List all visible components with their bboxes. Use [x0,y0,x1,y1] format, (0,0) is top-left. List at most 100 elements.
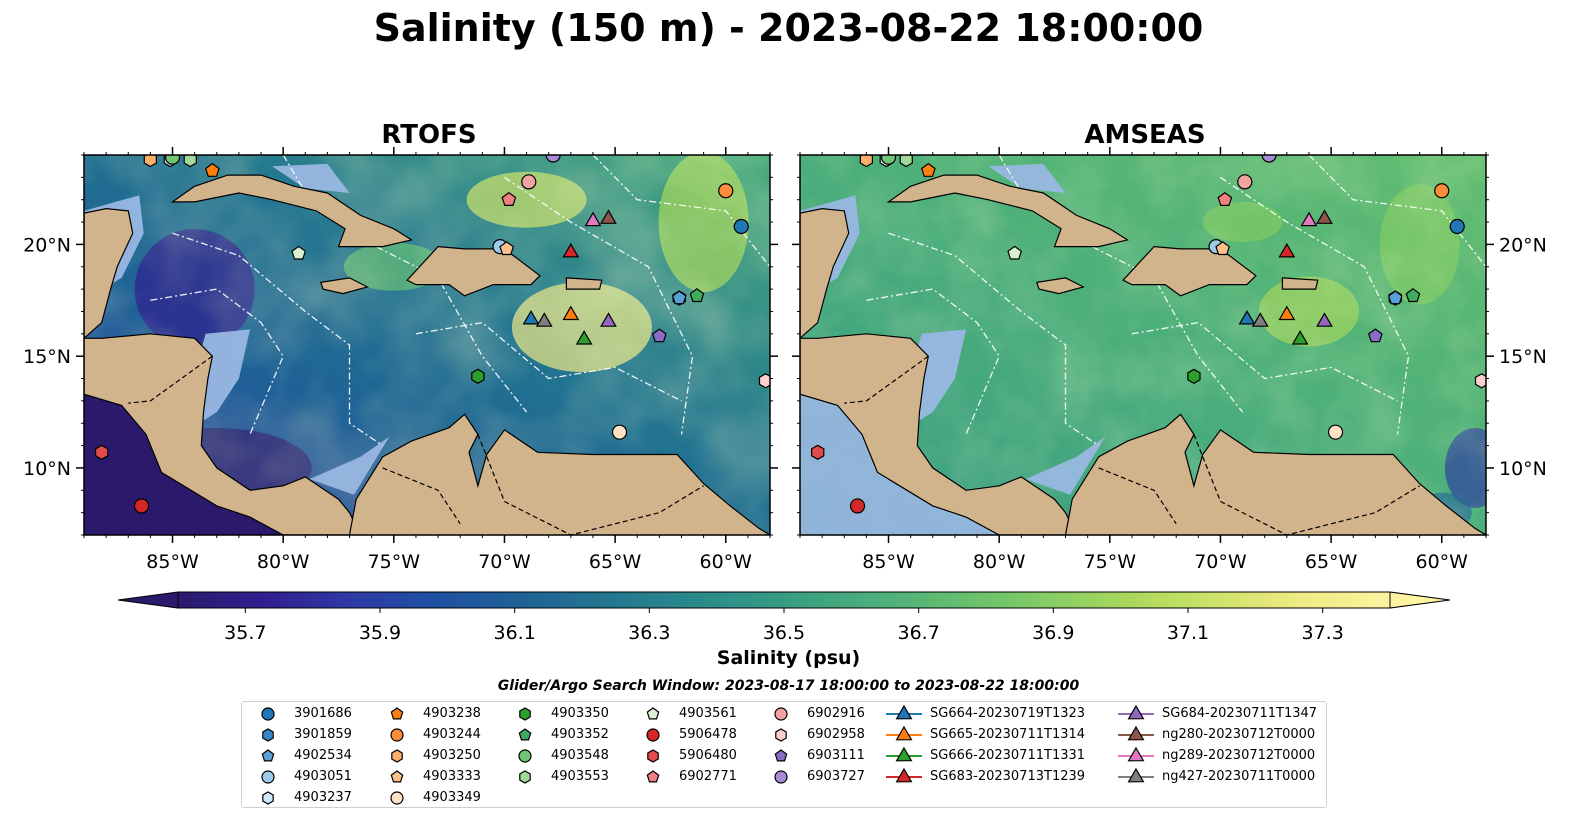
obs-marker-6902958 [1474,373,1486,389]
lon-tick-label: 80°W [257,551,310,573]
legend-triangle-icon [895,704,913,720]
land-hispaniola [406,245,541,297]
lat-tick-label: 20°N [1499,234,1547,256]
land-jamaica [1036,277,1085,295]
legend-label: 5906480 [679,748,737,763]
legend-hexagon-icon [647,749,659,763]
legend-marker-icon [1118,746,1154,762]
obs-marker-4903349 [611,424,628,440]
legend-marker-icon [391,749,403,763]
legend-marker-icon [646,707,660,720]
land-jamaica [320,277,369,295]
legend-label: 4903244 [423,727,481,742]
legend-hexagon-icon [519,707,531,721]
obs-marker-4903333 [499,241,515,256]
obs-marker-4903352 [689,288,705,303]
legend-label: 6902958 [807,727,865,742]
land-puerto-rico [565,277,603,290]
obs-marker-SG665-20230711T1314 [1278,305,1296,321]
legend-label: SG665-20230711T1314 [930,727,1086,742]
lon-tick-label: 80°W [973,551,1026,573]
legend-circle-icon [774,707,788,721]
legend-pentagon-icon [646,770,660,783]
land-south-america [348,413,770,535]
legend-label: SG664-20230719T1323 [930,706,1086,721]
legend-label: 6903727 [807,769,865,784]
obs-marker-6902771 [1217,191,1233,206]
legend-marker-icon [774,707,788,721]
map-panel-rtofs: 85°W 80°W 75°W 70°W 65°W 60°W 20°N 15°N 10°N [23,147,778,573]
colorbar-tick-label: 35.7 [224,622,266,644]
legend-marker-icon [518,749,532,763]
obs-marker-4903244 [718,183,734,199]
lon-tick-label: 70°W [478,551,531,573]
obs-marker-6902916 [521,174,537,190]
obs-marker-ng280-20230712T0000 [600,209,617,224]
legend-triangle-icon [895,746,913,762]
lon-tick-label: 75°W [368,551,421,573]
land-central-america [800,333,1078,535]
obs-marker-5906480 [810,444,825,460]
obs-marker-4902534 [1387,290,1403,305]
legend-marker-icon [886,767,922,783]
legend-marker-icon [390,791,404,805]
obs-marker-4903238 [920,162,936,177]
legend-pentagon-icon [518,728,532,741]
legend-hexagon-icon [262,728,274,742]
obs-marker-ng289-20230712T0000 [1300,211,1318,227]
legend-marker-icon [261,770,275,784]
legend-circle-icon [261,770,275,784]
legend-marker-icon [775,728,787,742]
obs-marker-4903553 [899,155,913,168]
obs-marker-5906480 [94,444,109,460]
obs-marker-SG665-20230711T1314 [562,305,580,321]
lon-tick-label: 60°W [700,551,753,573]
lon-tick-label: 60°W [1416,551,1469,573]
legend-marker-icon [774,749,788,762]
lon-tick-label: 85°W [146,551,199,573]
obs-marker-ng427-20230711T0000 [535,312,553,327]
legend-marker-icon [390,770,404,783]
legend-label: 4903352 [551,727,609,742]
legend-marker-icon [1118,704,1154,720]
legend-label: 6903111 [807,748,865,763]
obs-marker-4903352 [1405,288,1421,303]
legend-label: 4903250 [423,748,481,763]
legend-marker-icon [261,749,275,762]
legend-triangle-icon [895,725,913,741]
legend-marker-icon [1118,725,1154,741]
legend-label: 5906478 [679,727,737,742]
legend-marker-icon [886,725,922,741]
obs-marker-6903727 [545,155,561,163]
lon-tick-label: 85°W [862,551,915,573]
lat-tick-label: 10°N [1499,458,1547,480]
colorbar-tick-label: 36.1 [494,622,536,644]
colorbar-extend-max [1389,591,1451,609]
land-yucatan [800,207,850,340]
legend-pentagon-icon [774,749,788,762]
lon-tick-label: 65°W [589,551,642,573]
legend-circle-icon [518,749,532,763]
legend-label: 4903561 [679,706,737,721]
obs-marker-6902958 [758,373,770,389]
obs-marker-5906478 [849,498,866,514]
obs-marker-6902771 [501,191,517,206]
legend-marker-icon [262,791,274,805]
legend-marker-icon [519,770,531,784]
legend-circle-icon [646,728,660,742]
obs-marker-4903333 [1215,241,1231,256]
obs-marker-4903350 [471,368,485,384]
legend-label: SG684-20230711T1347 [1162,706,1318,721]
legend-triangle-icon [1127,767,1145,783]
legend-marker-icon [774,770,788,784]
lat-tick-label: 15°N [1499,346,1547,368]
legend-label: 4903350 [551,706,609,721]
legend-marker-icon [518,728,532,741]
obs-marker-4903250 [859,155,874,168]
colorbar-tick-label: 37.3 [1302,622,1344,644]
land-florida [238,155,253,156]
legend-hexagon-icon [775,728,787,742]
obs-marker-4903548 [164,155,181,165]
legend-label: 4903553 [551,769,609,784]
lon-tick-label: 75°W [1084,551,1137,573]
